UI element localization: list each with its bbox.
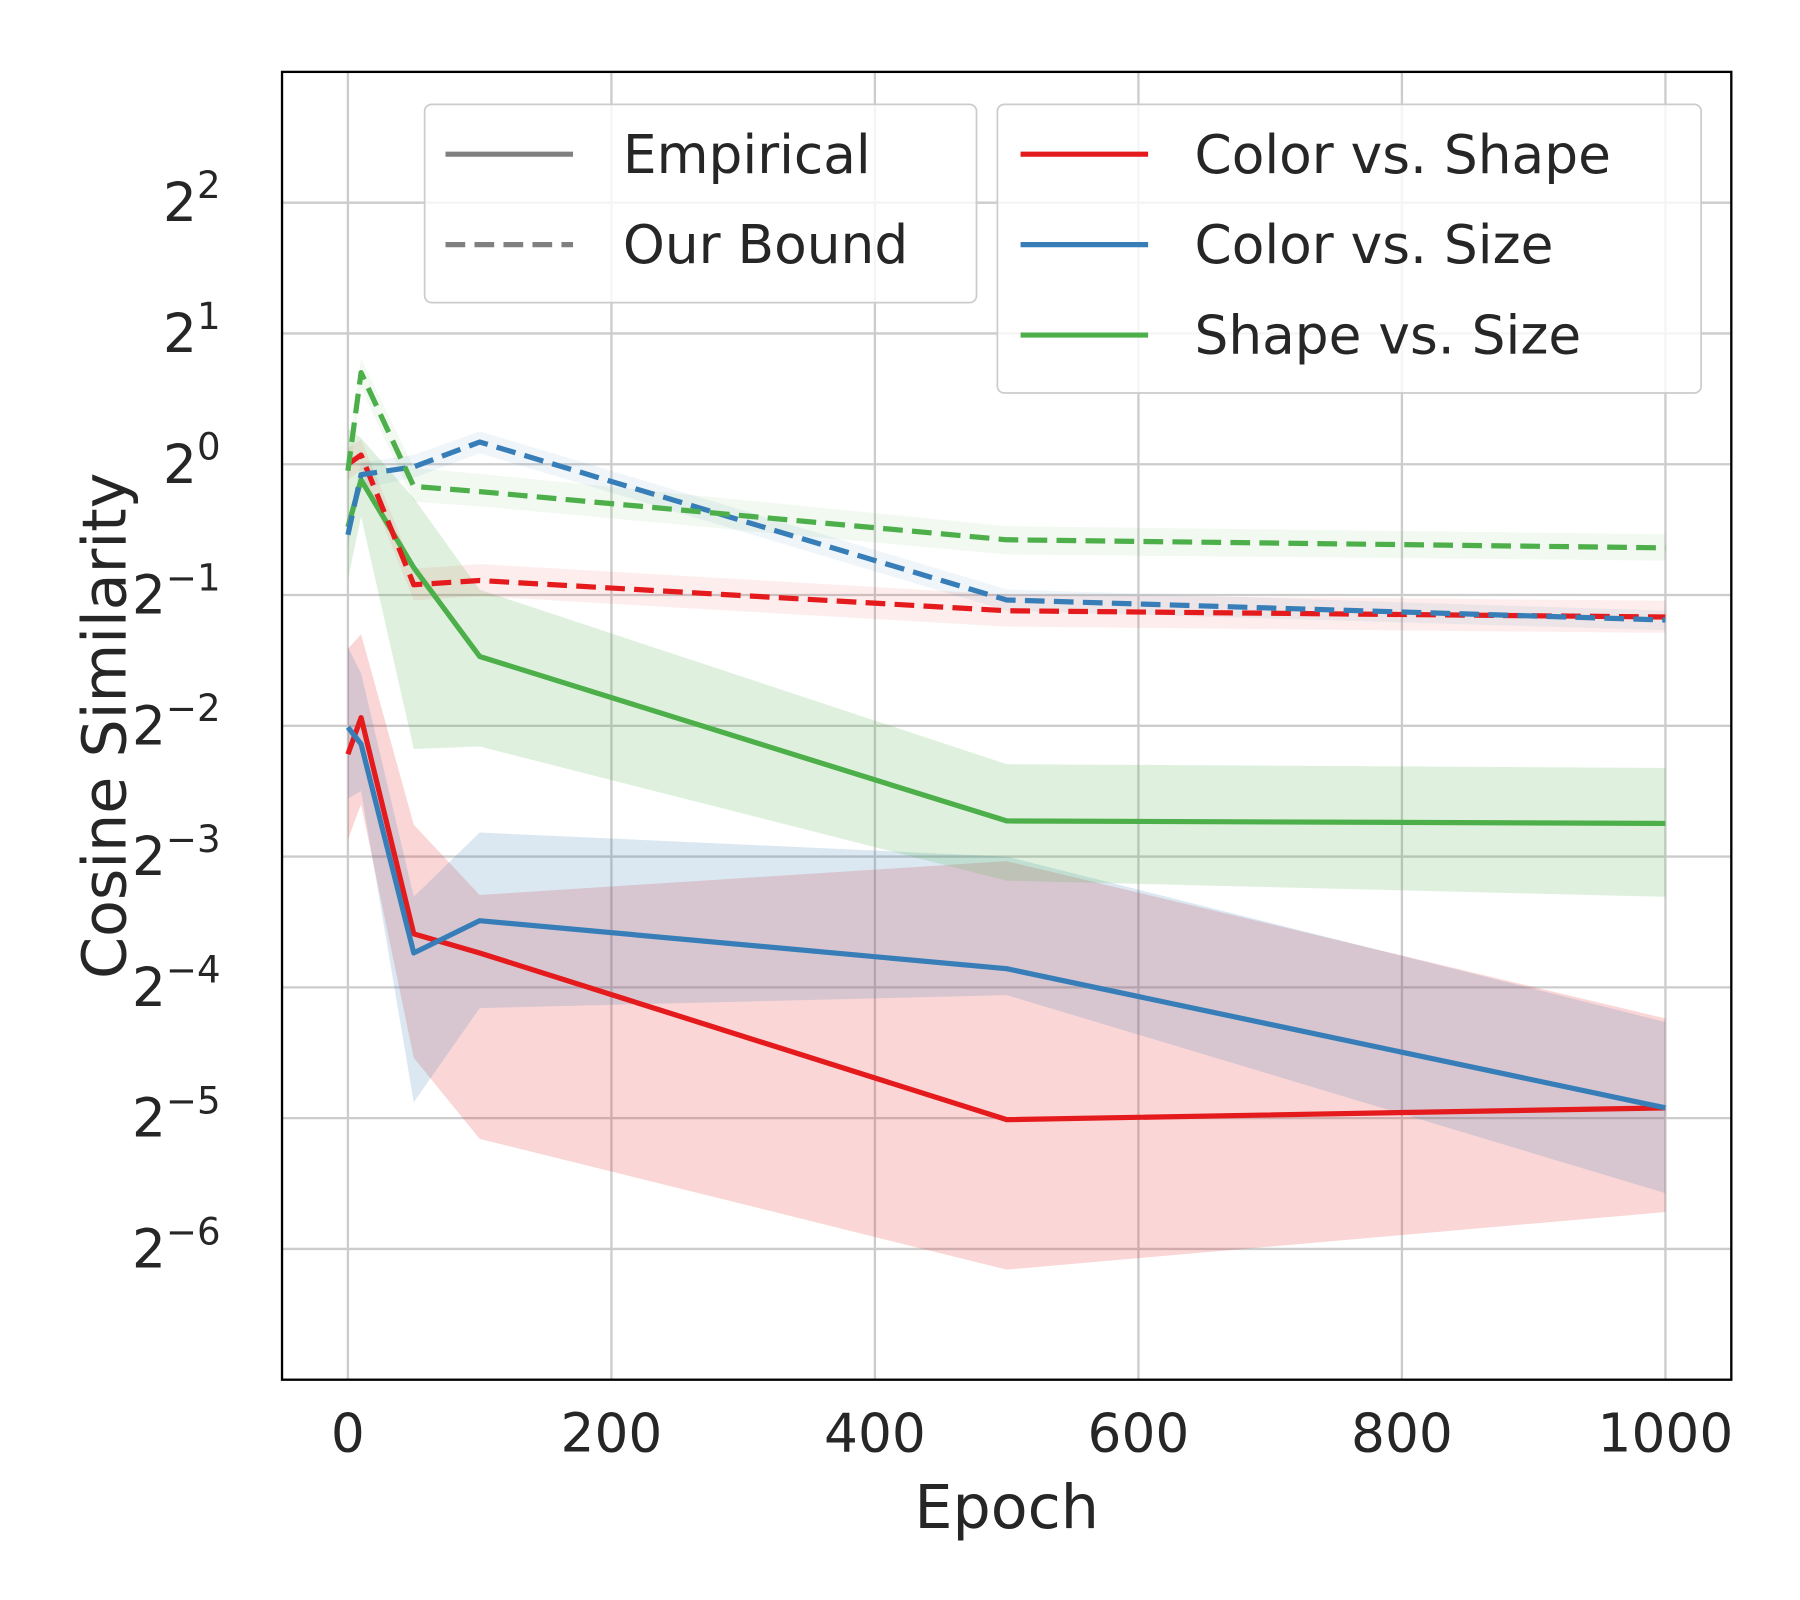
legend-color: Color vs. Shape Color vs. Size Shape vs. S… <box>996 103 1703 394</box>
band-color-vs-sizeempirical <box>347 647 1666 1194</box>
x-tick-label: 800 <box>1351 1402 1453 1465</box>
line-color-vs-sizeempirical <box>345 725 1666 1111</box>
y-tick-label: 2−3 <box>132 818 221 888</box>
band-color-vs-shapeempirical <box>347 634 1666 1270</box>
band-color-vs-sizebound <box>347 431 1666 631</box>
y-tick-label: 22 <box>163 164 221 234</box>
x-tick-labels: 0 200 400 600 800 1000 <box>331 1402 1733 1465</box>
band-shape-vs-sizeempirical <box>347 428 1666 897</box>
x-tick-label: 1000 <box>1598 1402 1734 1465</box>
x-axis-label: Epoch <box>914 1473 1099 1543</box>
x-tick-label: 600 <box>1088 1402 1190 1465</box>
legend-label: Shape vs. Size <box>1194 304 1581 367</box>
legend-label: Our Bound <box>623 213 908 276</box>
line-color-vs-shapeempirical <box>345 715 1666 1123</box>
x-tick-label: 200 <box>561 1402 663 1465</box>
legend-style: Empirical Our Bound <box>423 103 978 304</box>
line-color-vs-sizebound <box>345 439 1666 623</box>
band-color-vs-shapebound <box>347 439 1666 633</box>
series-lines <box>345 370 1666 1123</box>
legend-label: Color vs. Shape <box>1194 123 1610 186</box>
y-tick-label: 2−6 <box>132 1210 221 1280</box>
x-tick-label: 0 <box>331 1402 365 1465</box>
band-shape-vs-sizebound <box>347 358 1666 561</box>
y-tick-label: 21 <box>163 295 221 365</box>
y-tick-label: 2−5 <box>132 1080 221 1150</box>
y-tick-label: 2−2 <box>132 687 221 757</box>
plot-frame <box>280 70 1733 1381</box>
x-tick-label: 400 <box>824 1402 926 1465</box>
line-shape-vs-sizebound <box>345 370 1666 551</box>
line-color-vs-shapebound <box>346 452 1666 620</box>
y-axis-label: Cosine Similarity <box>71 473 141 979</box>
y-tick-label: 20 <box>163 426 221 496</box>
confidence-bands <box>347 358 1666 1270</box>
y-tick-label: 2−1 <box>132 556 221 626</box>
y-tick-labels: 22 21 20 2−1 2−2 2−3 2−4 2−5 2−6 <box>132 164 221 1280</box>
legend-label: Empirical <box>623 123 871 186</box>
y-tick-label: 2−4 <box>132 949 221 1019</box>
legend-label: Color vs. Size <box>1194 213 1553 276</box>
